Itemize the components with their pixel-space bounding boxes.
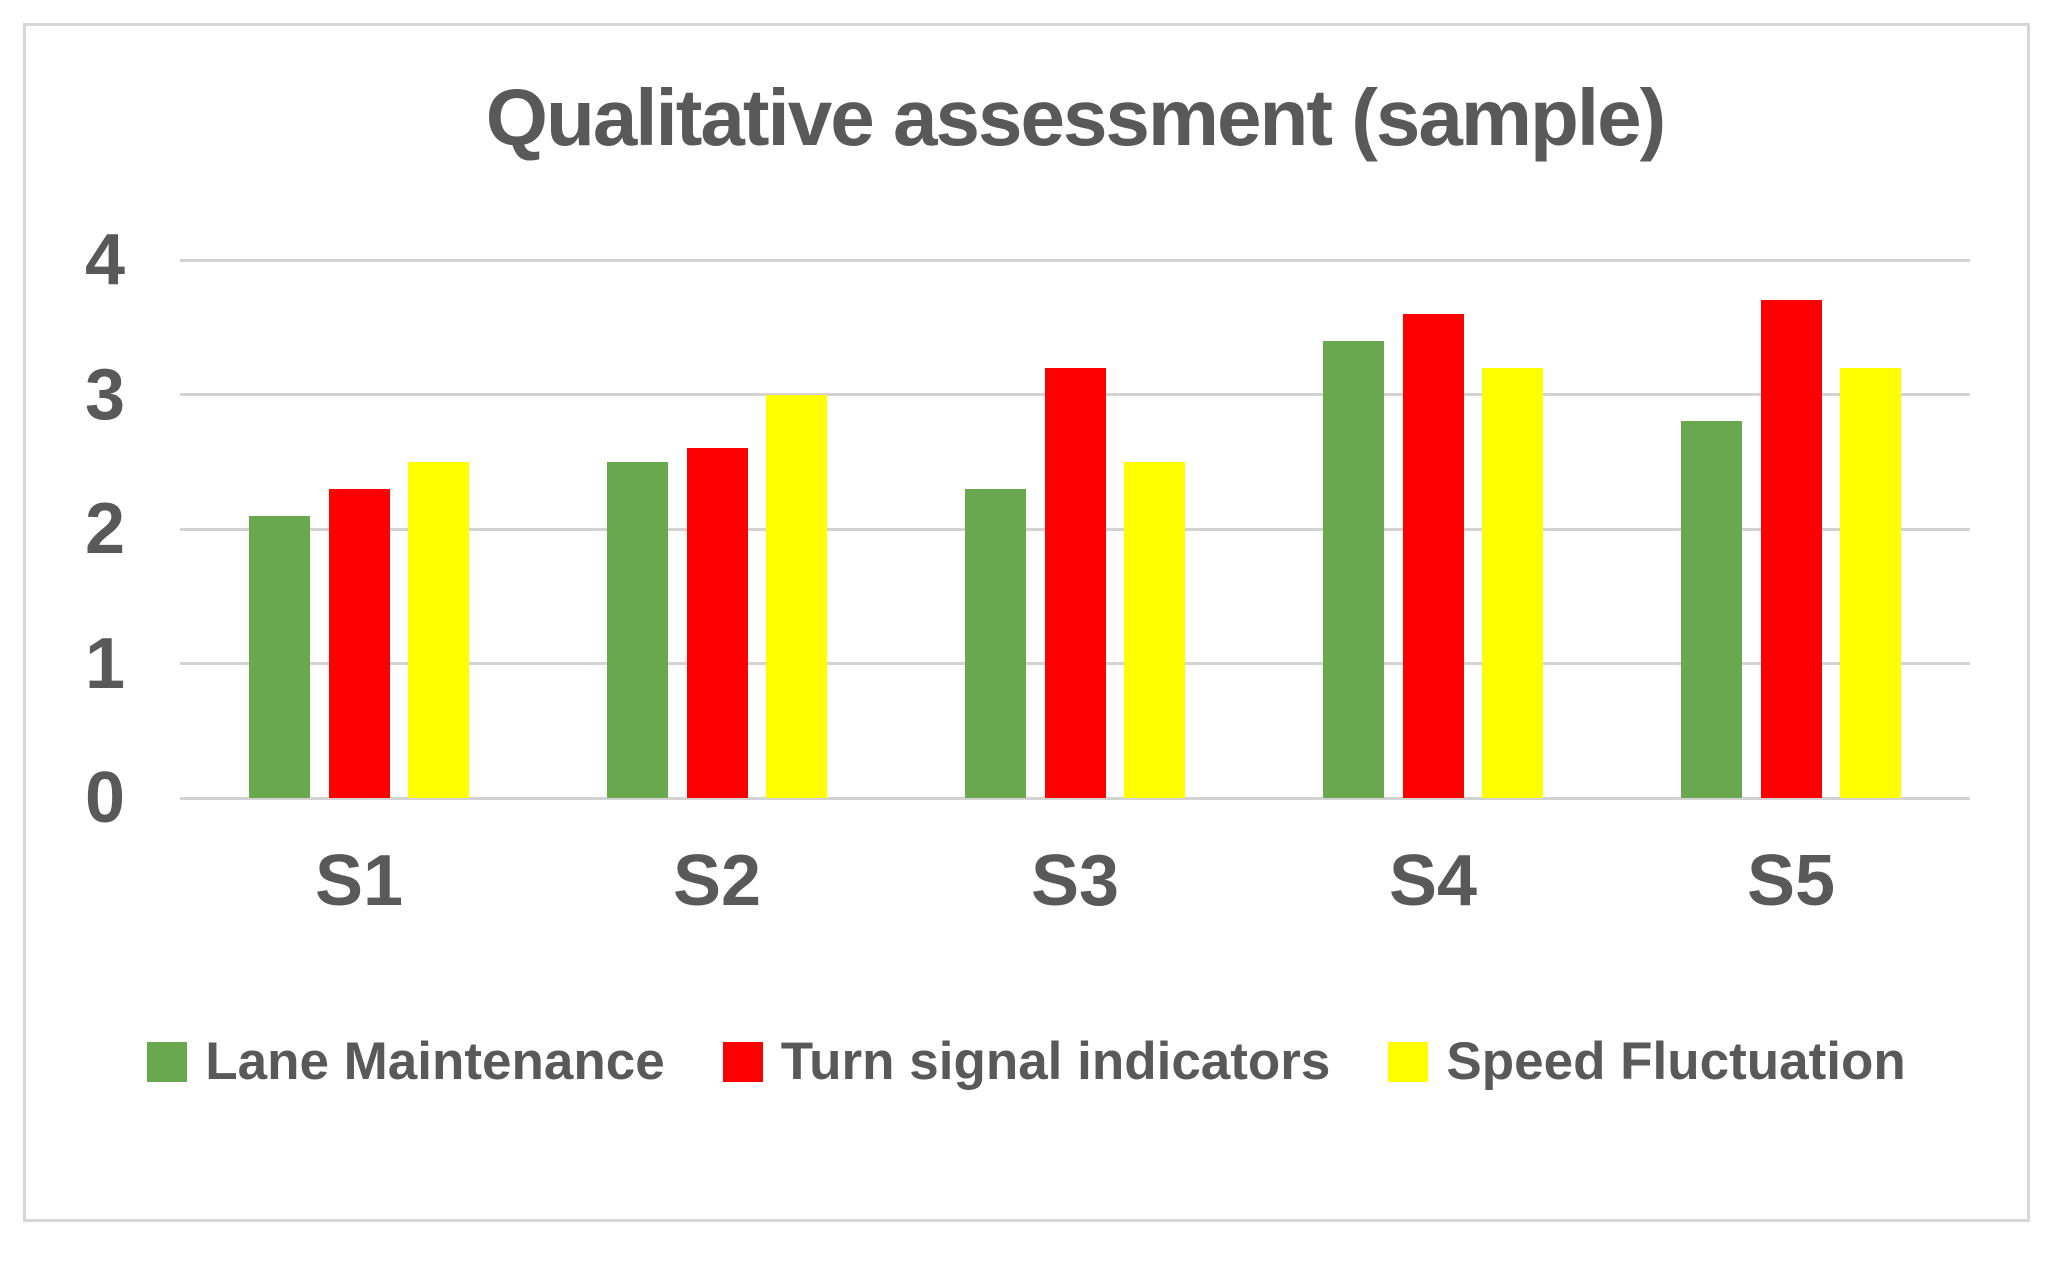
legend: Lane Maintenance Turn signal indicators Sp…: [23, 1035, 2030, 1088]
bar: [1323, 340, 1384, 798]
bar: [1124, 461, 1185, 798]
legend-label: Speed Fluctuation: [1446, 1032, 1906, 1091]
bar: [1840, 367, 1901, 798]
bar: [408, 461, 469, 798]
legend-item: Lane Maintenance: [147, 1032, 665, 1091]
bar: [328, 488, 390, 798]
y-tick-label: 4: [84, 220, 125, 300]
bar: [249, 515, 310, 798]
legend-swatch: [722, 1041, 763, 1082]
category-label: S2: [672, 841, 762, 921]
legend-label: Turn signal indicators: [780, 1032, 1331, 1091]
bar: [1681, 421, 1742, 798]
gridline-0: [180, 796, 1970, 800]
category-label: S4: [1388, 841, 1478, 921]
y-tick-label: 0: [84, 758, 125, 838]
bar: [1044, 367, 1106, 798]
chart-title: Qualitative assessment (sample): [485, 73, 1667, 162]
bar: [1402, 313, 1464, 798]
legend-item: Turn signal indicators: [722, 1032, 1331, 1091]
bar: [766, 394, 827, 798]
gridline-4: [180, 258, 1970, 262]
legend-label: Lane Maintenance: [205, 1032, 665, 1091]
bar: [686, 448, 748, 798]
bar: [1482, 367, 1543, 798]
y-tick-label: 1: [84, 623, 125, 704]
bar: [965, 488, 1026, 798]
y-tick-label: 2: [84, 489, 125, 569]
y-tick-label: 3: [84, 354, 125, 435]
legend-swatch: [147, 1041, 188, 1082]
category-label: S3: [1030, 841, 1120, 921]
bar: [607, 461, 668, 798]
category-label: S5: [1746, 841, 1836, 921]
bar: [1760, 300, 1822, 798]
category-label: S1: [314, 841, 404, 921]
legend-item: Speed Fluctuation: [1388, 1032, 1906, 1091]
legend-swatch: [1388, 1041, 1429, 1082]
